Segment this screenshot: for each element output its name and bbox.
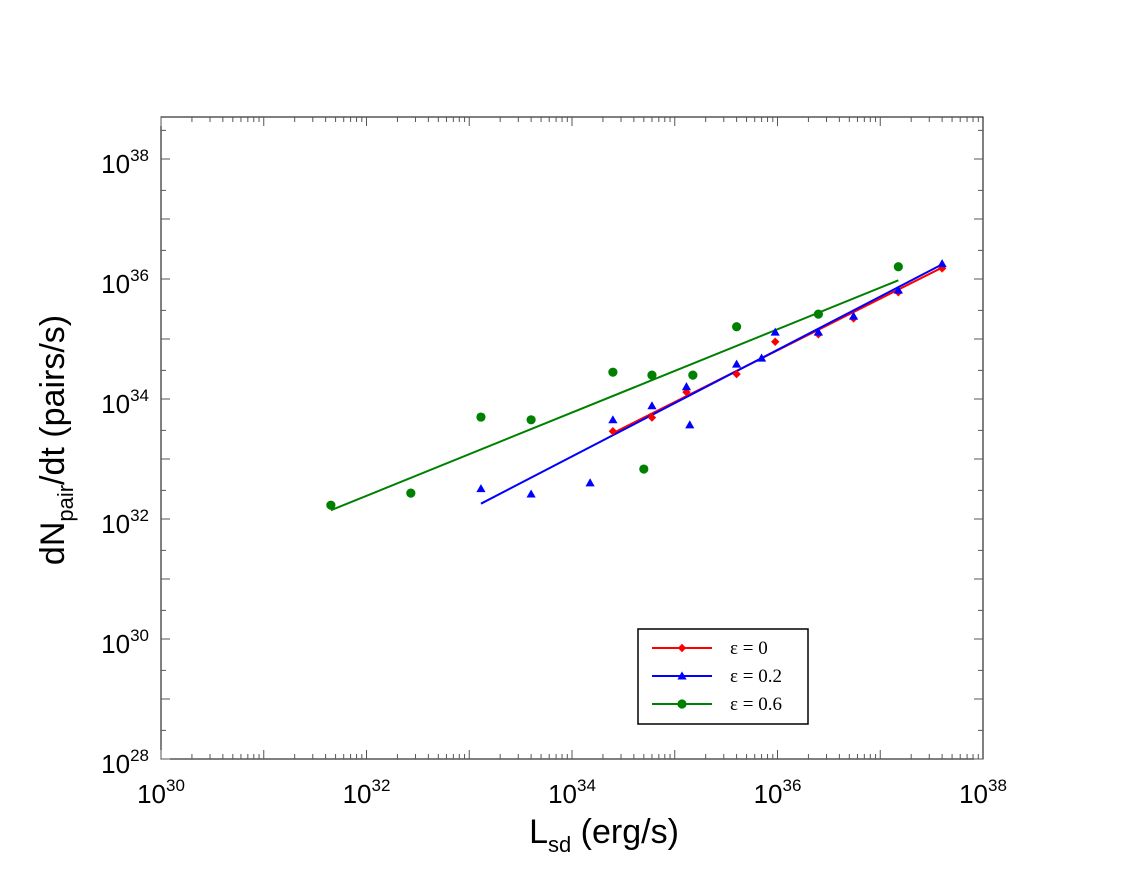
x-axis-title-rest: (erg/s) <box>571 813 679 851</box>
legend-marker-2 <box>677 699 687 709</box>
x-tick-label: 1034 <box>548 776 596 809</box>
point-series-1 <box>848 311 859 320</box>
y-axis-title: dNpair/dt (pairs/s) <box>34 315 78 565</box>
y-axis-title-main: dN <box>34 522 72 565</box>
point-series-2 <box>639 464 649 474</box>
point-series-2 <box>608 367 618 377</box>
point-series-1 <box>893 285 903 294</box>
x-axis-title-main: L <box>529 813 548 851</box>
x-tick-label: 1030 <box>137 776 185 809</box>
point-series-1 <box>526 489 536 498</box>
point-series-1 <box>608 415 618 424</box>
x-axis-title: Lsd (erg/s) <box>529 813 679 857</box>
y-tick-label: 1036 <box>101 266 149 299</box>
y-tick-label: 1028 <box>101 746 149 779</box>
point-series-2 <box>647 370 657 380</box>
point-series-0 <box>647 413 657 422</box>
point-series-1 <box>756 353 767 362</box>
x-tick-label: 1032 <box>343 776 391 809</box>
axis-ticks <box>160 117 983 760</box>
legend-label-1: ε = 0.2 <box>730 666 782 687</box>
point-series-1 <box>732 359 742 368</box>
legend-marker-1 <box>677 671 687 680</box>
y-tick-label: 1032 <box>101 506 149 539</box>
point-series-2 <box>732 322 742 332</box>
x-axis-title-sub: sd <box>548 832 571 857</box>
fit-line-series-1 <box>480 263 943 505</box>
fit-lines <box>330 263 943 512</box>
y-tick-label: 1038 <box>101 146 149 179</box>
legend-box <box>637 628 809 725</box>
point-series-1 <box>770 327 780 336</box>
y-axis-title-sub: pair <box>53 485 78 522</box>
point-series-2 <box>406 488 416 498</box>
x-tick-label: 1038 <box>959 776 1007 809</box>
y-axis-title-rest: /dt (pairs/s) <box>34 315 72 485</box>
point-series-0 <box>608 427 618 436</box>
plot-frame <box>160 116 984 760</box>
x-tick-label: 1036 <box>754 776 802 809</box>
point-series-1 <box>681 382 692 391</box>
legend-label-0: ε = 0 <box>730 638 768 659</box>
point-series-0 <box>771 337 780 346</box>
point-series-0 <box>732 369 741 379</box>
fit-line-series-2 <box>330 279 899 512</box>
point-series-1 <box>813 327 823 336</box>
point-series-2 <box>688 370 698 380</box>
y-tick-label: 1034 <box>101 386 149 419</box>
data-markers <box>326 259 947 510</box>
point-series-1 <box>647 401 657 410</box>
point-series-2 <box>813 309 823 319</box>
legend-marker-0 <box>677 643 687 653</box>
point-series-2 <box>476 412 486 422</box>
point-series-2 <box>893 262 903 272</box>
point-series-1 <box>476 484 486 493</box>
point-series-1 <box>585 478 595 487</box>
tick-labels: 1030 1032 1034 1036 103810281030103210341036… <box>101 146 1007 809</box>
point-series-2 <box>326 500 336 510</box>
legend: ε = 0 ε = 0.2 ε = 0.6 <box>637 628 809 725</box>
point-series-2 <box>526 415 536 425</box>
y-tick-label: 1030 <box>101 626 149 659</box>
legend-label-2: ε = 0.6 <box>730 694 782 715</box>
point-series-1 <box>685 420 695 429</box>
point-series-1 <box>937 259 947 268</box>
